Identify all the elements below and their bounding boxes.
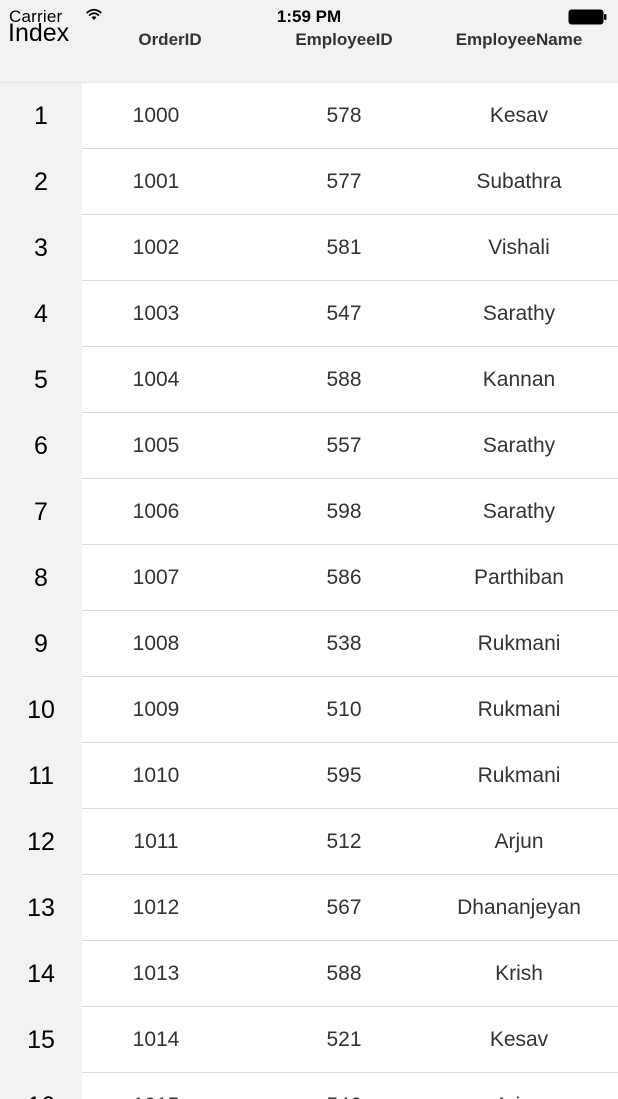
grid-header-row: Index OrderID EmployeeID EmployeeName xyxy=(0,0,618,83)
employeeid-cell: 512 xyxy=(326,830,362,853)
employeename-cell: Kannan xyxy=(482,368,556,391)
employeeid-cell: 538 xyxy=(326,632,362,655)
orderid-cell: 1013 xyxy=(132,962,180,985)
orderid-cell: 1008 xyxy=(132,632,180,655)
employeeid-cell: 577 xyxy=(326,170,362,193)
table-row[interactable]: 5 1004 588 Kannan xyxy=(0,347,618,413)
employeeid-cell: 547 xyxy=(326,302,362,325)
index-column-header: Index xyxy=(0,0,82,82)
table-row[interactable]: 15 1014 521 Kesav xyxy=(0,1007,618,1073)
battery-icon xyxy=(568,9,607,25)
orderid-cell: 1009 xyxy=(132,698,180,721)
table-row[interactable]: 6 1005 557 Sarathy xyxy=(0,413,618,479)
employeename-cell: Krish xyxy=(495,962,543,985)
table-row[interactable]: 7 1006 598 Sarathy xyxy=(0,479,618,545)
employeeid-cell: 521 xyxy=(326,1028,362,1051)
employeeid-cell: 595 xyxy=(326,764,362,787)
employeename-cell: Parthiban xyxy=(474,566,564,589)
row-index-cell: 6 xyxy=(0,413,82,479)
status-bar: Carrier 1:59 PM xyxy=(0,0,618,34)
orderid-cell: 1005 xyxy=(132,434,180,457)
employeeid-cell: 598 xyxy=(326,500,362,523)
row-index-cell: 15 xyxy=(0,1007,82,1073)
row-index-cell: 2 xyxy=(0,149,82,215)
row-index-cell: 13 xyxy=(0,875,82,941)
orderid-cell: 1007 xyxy=(132,566,180,589)
column-header-orderid[interactable]: OrderID xyxy=(138,30,202,49)
orderid-cell: 1011 xyxy=(133,830,179,853)
column-header-employeename[interactable]: EmployeeName xyxy=(455,30,583,49)
orderid-cell: 1004 xyxy=(132,368,180,391)
employeeid-cell: 546 xyxy=(258,1073,430,1099)
row-index-cell: 12 xyxy=(0,809,82,875)
table-row[interactable]: 11 1010 595 Rukmani xyxy=(0,743,618,809)
employeename-cell: Rukmani xyxy=(477,764,561,787)
orderid-cell: 1006 xyxy=(132,500,180,523)
orderid-cell: 1012 xyxy=(132,896,180,919)
table-row[interactable]: 9 1008 538 Rukmani xyxy=(0,611,618,677)
table-row[interactable]: 2 1001 577 Subathra xyxy=(0,149,618,215)
table-row[interactable]: 10 1009 510 Rukmani xyxy=(0,677,618,743)
table-row[interactable]: 13 1012 567 Dhananjeyan xyxy=(0,875,618,941)
employeeid-cell: 588 xyxy=(326,368,362,391)
employeeid-cell: 510 xyxy=(326,698,362,721)
row-index-cell: 7 xyxy=(0,479,82,545)
employeename-cell: Arjun xyxy=(494,830,544,853)
orderid-cell: 1000 xyxy=(132,104,180,127)
table-row[interactable]: 1 1000 578 Kesav xyxy=(0,83,618,149)
row-index-cell: 16 xyxy=(0,1073,82,1099)
employeename-cell: Kesav xyxy=(489,1028,549,1051)
orderid-cell: 1003 xyxy=(132,302,180,325)
employeename-cell: Kesav xyxy=(489,104,549,127)
employeeid-cell: 588 xyxy=(326,962,362,985)
table-row[interactable]: 14 1013 588 Krish xyxy=(0,941,618,1007)
orderid-cell: 1015 xyxy=(82,1073,230,1099)
employeename-cell: Rukmani xyxy=(477,698,561,721)
table-row[interactable]: 3 1002 581 Vishali xyxy=(0,215,618,281)
row-index-cell: 1 xyxy=(0,83,82,149)
grid-body: 1 1000 578 Kesav 2 1001 577 Subathra 3 1002 581 Vis… xyxy=(0,83,618,1099)
row-index-cell: 5 xyxy=(0,347,82,413)
employeeid-cell: 557 xyxy=(326,434,362,457)
employeename-cell: Sarathy xyxy=(482,500,556,523)
index-header-label: Index xyxy=(8,19,70,47)
row-index-cell: 4 xyxy=(0,281,82,347)
row-index-cell: 11 xyxy=(0,743,82,809)
wifi-icon xyxy=(86,8,102,20)
table-row[interactable]: 4 1003 547 Sarathy xyxy=(0,281,618,347)
row-index-cell: 3 xyxy=(0,215,82,281)
employeeid-cell: 581 xyxy=(326,236,362,259)
employeeid-cell: 567 xyxy=(326,896,362,919)
employeename-cell: Sarathy xyxy=(482,302,556,325)
employeeid-cell: 586 xyxy=(326,566,362,589)
row-index-cell: 14 xyxy=(0,941,82,1007)
employeename-cell: Rukmani xyxy=(477,632,561,655)
row-index-cell: 10 xyxy=(0,677,82,743)
employeename-cell: Subathra xyxy=(476,170,562,193)
employeename-cell: Vishali xyxy=(488,236,550,259)
table-row[interactable]: 8 1007 586 Parthiban xyxy=(0,545,618,611)
employeename-cell: Arjun xyxy=(430,1073,608,1099)
column-header-employeeid[interactable]: EmployeeID xyxy=(295,30,393,49)
table-row[interactable]: 161015 546Arjun xyxy=(0,1073,618,1099)
employeename-cell: Dhananjeyan xyxy=(457,896,581,919)
row-index-cell: 9 xyxy=(0,611,82,677)
employeeid-cell: 578 xyxy=(326,104,362,127)
row-index-cell: 8 xyxy=(0,545,82,611)
carrier-label: Carrier xyxy=(9,7,63,26)
orderid-cell: 1010 xyxy=(132,764,180,787)
orderid-cell: 1014 xyxy=(132,1028,180,1051)
table-row[interactable]: 12 1011 512 Arjun xyxy=(0,809,618,875)
orderid-cell: 1002 xyxy=(132,236,180,259)
employeename-cell: Sarathy xyxy=(482,434,556,457)
orderid-cell: 1001 xyxy=(132,170,180,193)
status-time: 1:59 PM xyxy=(276,7,342,26)
